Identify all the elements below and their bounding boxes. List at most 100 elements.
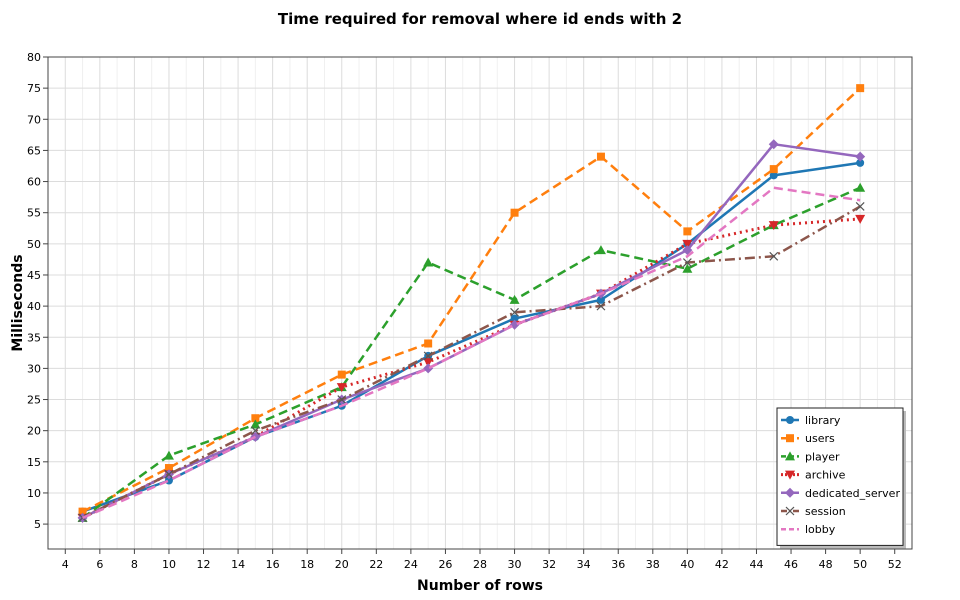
x-tick-label: 52	[888, 558, 902, 571]
legend-item-users: users	[781, 432, 835, 445]
data-point-session	[855, 202, 865, 211]
series-lobby	[82, 186, 861, 520]
data-point-player	[250, 419, 261, 429]
series-line-player	[81, 186, 861, 519]
x-tick-label: 50	[853, 558, 867, 571]
data-point-session	[769, 251, 779, 261]
y-tick-label: 65	[27, 144, 41, 157]
legend-marker	[786, 416, 794, 424]
legend: library users player archive dedicated_serve…	[776, 407, 906, 549]
y-tick-label: 50	[27, 238, 41, 251]
legend-item-archive: archive	[781, 469, 846, 482]
ticks: 4 6 8 10 12 14 16 18 20 22 24 26 28 30 32 34 36 38 40 42 44 4…	[27, 51, 902, 571]
x-tick-label: 28	[473, 558, 487, 571]
data-point-session	[250, 426, 260, 436]
x-tick-label: 48	[819, 558, 833, 571]
series-session	[78, 202, 865, 523]
x-tick-label: 8	[131, 558, 138, 571]
y-tick-label: 30	[27, 362, 41, 375]
data-point-session	[337, 395, 347, 404]
data-point-archive	[855, 214, 866, 224]
data-point-users	[424, 339, 433, 348]
data-point-player	[595, 245, 606, 255]
series-users	[78, 84, 865, 516]
data-point-dedicated_server	[423, 363, 434, 374]
y-tick-label: 80	[27, 51, 41, 64]
data-point-player	[855, 182, 866, 192]
x-tick-label: 22	[369, 558, 383, 571]
data-point-users	[164, 464, 173, 473]
x-axis-title: Number of rows	[417, 578, 543, 594]
legend-marker	[785, 451, 795, 461]
y-tick-label: 45	[27, 269, 41, 282]
legend-item-dedicated_server: dedicated_server	[781, 487, 900, 500]
data-point-library	[596, 295, 605, 304]
x-tick-label: 24	[404, 558, 418, 571]
data-point-player	[509, 294, 520, 304]
data-point-users	[596, 152, 605, 161]
series-line-lobby	[82, 186, 861, 520]
x-tick-label: 30	[508, 558, 522, 571]
y-tick-label: 20	[27, 425, 41, 438]
legend-item-library: library	[781, 414, 841, 427]
legend-label: dedicated_server	[805, 487, 900, 500]
x-tick-label: 36	[611, 558, 625, 571]
y-axis-title: Milliseconds	[10, 254, 26, 351]
y-tick-label: 15	[27, 456, 41, 469]
data-point-archive	[336, 383, 347, 393]
legend-label: users	[805, 432, 835, 445]
y-tick-label: 10	[27, 487, 41, 500]
legend-box	[776, 407, 904, 546]
data-point-dedicated_server	[855, 151, 866, 162]
data-point-library	[510, 314, 519, 323]
x-tick-label: 4	[62, 558, 69, 571]
y-tick-label: 60	[27, 176, 41, 189]
data-point-player	[423, 257, 434, 267]
data-point-session	[423, 351, 433, 361]
data-point-dedicated_server	[768, 139, 779, 150]
series-line-session	[81, 205, 861, 519]
x-tick-label: 6	[96, 558, 103, 571]
legend-marker	[786, 434, 794, 443]
legend-item-lobby: lobby	[781, 523, 836, 536]
series-layer	[77, 84, 866, 523]
data-point-archive	[682, 239, 693, 249]
chart-title: Time required for removal where id ends …	[277, 10, 683, 28]
data-point-library	[856, 158, 865, 167]
x-tick-label: 42	[715, 558, 729, 571]
y-tick-label: 5	[34, 518, 41, 531]
data-point-archive	[423, 358, 434, 368]
x-tick-label: 46	[784, 558, 798, 571]
data-point-session	[682, 258, 692, 267]
y-tick-label: 35	[27, 331, 41, 344]
legend-label: session	[805, 505, 846, 518]
series-line-users	[81, 87, 862, 513]
x-tick-label: 38	[646, 558, 660, 571]
x-tick-label: 44	[749, 558, 763, 571]
data-point-player	[682, 263, 693, 273]
legend-item-player: player	[781, 450, 840, 463]
data-point-dedicated_server	[682, 245, 693, 256]
y-tick-label: 70	[27, 113, 41, 126]
y-tick-label: 55	[27, 207, 41, 220]
data-point-users	[769, 165, 778, 174]
series-player	[77, 182, 866, 522]
x-tick-label: 18	[300, 558, 314, 571]
data-point-users	[510, 208, 519, 217]
x-tick-label: 26	[438, 558, 452, 571]
data-point-library	[769, 171, 778, 180]
legend-marker	[785, 487, 795, 498]
grid	[47, 56, 913, 549]
legend-marker	[785, 506, 795, 516]
data-point-users	[337, 370, 346, 379]
x-tick-label: 20	[335, 558, 349, 571]
data-point-session	[164, 469, 174, 479]
x-tick-label: 10	[162, 558, 176, 571]
y-tick-label: 40	[27, 300, 41, 313]
data-point-users	[251, 414, 260, 423]
legend-item-session: session	[781, 505, 846, 518]
x-tick-label: 16	[266, 558, 280, 571]
y-tick-label: 25	[27, 394, 41, 407]
